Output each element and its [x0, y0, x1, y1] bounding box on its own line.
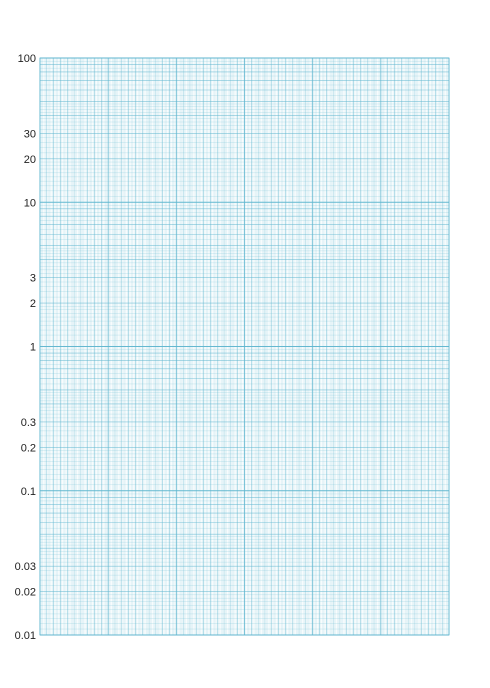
y-tick-label: 0.1 — [21, 486, 36, 498]
y-tick-label: 0.2 — [21, 442, 36, 454]
y-tick-label: 100 — [18, 53, 36, 65]
major-grid-lines — [39, 57, 450, 636]
y-tick-label: 0.3 — [21, 417, 36, 429]
y-tick-label: 0.01 — [15, 630, 36, 642]
y-tick-label: 0.02 — [15, 587, 36, 599]
y-tick-label: 1 — [30, 342, 36, 354]
y-tick-label: 10 — [24, 197, 36, 209]
y-tick-label: 3 — [30, 273, 36, 285]
y-tick-label: 20 — [24, 154, 36, 166]
y-tick-label: 2 — [30, 298, 36, 310]
y-tick-label: 30 — [24, 128, 36, 140]
grid-border — [39, 57, 450, 636]
y-tick-label: 0.03 — [15, 561, 36, 573]
y-axis-tick-labels: 100 30 20 10 3 2 1 0.3 0.2 0.1 0.03 0.02 0.01 — [15, 53, 36, 642]
